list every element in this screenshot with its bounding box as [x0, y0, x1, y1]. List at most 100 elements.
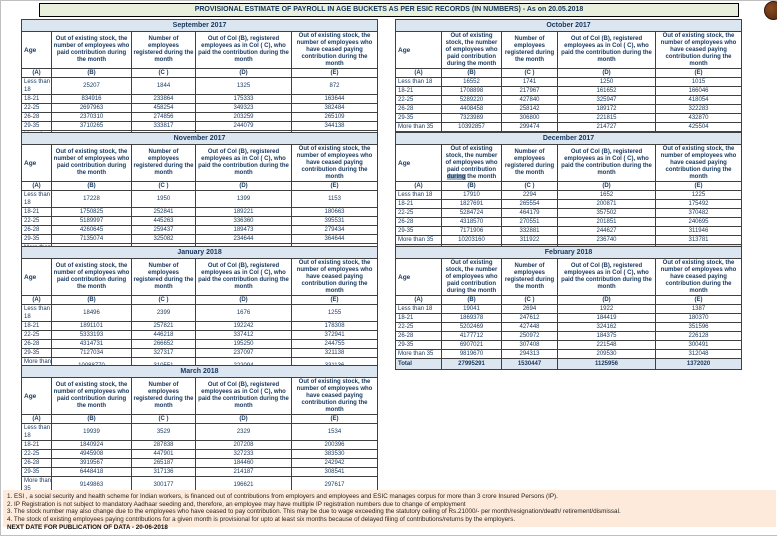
column-letter-row: (A) (B) (C ) (D) (E): [21, 295, 379, 305]
selected-text: during: [446, 173, 466, 180]
age-cell: 22-25: [21, 330, 52, 340]
col-letter: (B): [441, 68, 502, 78]
value-cell: 214187: [195, 467, 292, 477]
col-header-d: Out of Col (B), registered employees as …: [557, 144, 656, 182]
age-cell: 26-28: [21, 225, 52, 235]
value-cell: 161652: [557, 86, 656, 96]
value-cell: 7323989: [441, 113, 502, 123]
table-row: More than 35 10203160 311922 236740 3137…: [395, 235, 743, 245]
value-cell: 175492: [654, 199, 743, 209]
table-row: 18-21 1708898 217967 161652 166046: [395, 86, 743, 96]
col-header-d: Out of Col (B), registered employees as …: [195, 258, 292, 296]
table-row: 26-28 4318570 270551 201851 240695: [395, 217, 743, 227]
col-header-age: Age: [21, 377, 52, 415]
month-table: January 2018 Age Out of existing stock, …: [20, 246, 379, 386]
col-letter: (A): [21, 181, 52, 191]
value-cell: 180663: [290, 207, 379, 217]
age-cell: 22-25: [395, 95, 442, 105]
value-cell: 3919567: [51, 458, 132, 468]
col-header-e: Out of existing stock, the number of emp…: [290, 144, 379, 182]
column-letter-row: (A) (B) (C ) (D) (E): [21, 181, 379, 191]
value-cell: 252841: [131, 207, 196, 217]
value-cell: 308541: [291, 467, 378, 477]
value-cell: 200871: [557, 199, 656, 209]
table-row: 26-28 4314731 266652 195250 244755: [21, 339, 379, 349]
col-letter: (E): [654, 68, 743, 78]
table-month-title: October 2017: [394, 19, 743, 32]
column-header-row: Age Out of existing stock, the number of…: [21, 258, 379, 296]
value-cell: 3710265: [51, 121, 132, 131]
table-row: 18-21 1827691 265554 200871 175492: [395, 199, 743, 209]
col-header-b: Out of existing stock, the number of emp…: [441, 144, 502, 182]
table-row: 29-35 6907021 307408 221548 300491: [395, 340, 743, 350]
value-cell: 427448: [501, 322, 558, 332]
col-header-e: Out of existing stock, the number of emp…: [654, 258, 743, 296]
table-month-title: January 2018: [20, 246, 379, 259]
col-header-c: Number of employees registered during th…: [131, 144, 196, 182]
value-cell: 244079: [195, 121, 292, 131]
col-letter: (A): [395, 68, 442, 78]
value-cell: 247612: [501, 313, 558, 323]
value-cell: 464179: [501, 208, 558, 218]
value-cell: 337412: [195, 330, 292, 340]
col-letter: (E): [654, 295, 743, 305]
age-cell: 18-21: [21, 94, 52, 104]
table-row: 22-25 5289220 427840 325947 418054: [395, 95, 743, 105]
value-cell: 351596: [654, 322, 743, 332]
column-header-row: Age Out of existing stock, the number of…: [21, 144, 379, 182]
value-cell: 17910: [441, 190, 502, 200]
value-cell: 234644: [195, 234, 292, 244]
col-header-b: Out of existing stock, the number of emp…: [441, 31, 502, 69]
value-cell: 4177712: [441, 331, 502, 341]
col-header-e: Out of existing stock, the number of emp…: [290, 258, 379, 296]
table-row: 26-28 4260645 259437 189473 279434: [21, 225, 379, 235]
month-table: December 2017 Age Out of existing stock,…: [394, 132, 743, 256]
page-title: PROVISIONAL ESTIMATE OF PAYROLL IN AGE B…: [39, 3, 739, 17]
value-cell: 4260645: [51, 225, 132, 235]
footnote-3: 3. The stock number may also change due …: [7, 508, 621, 516]
age-cell: 29-35: [395, 113, 442, 123]
value-cell: 163644: [290, 94, 379, 104]
value-cell: 1387: [654, 304, 743, 314]
col-letter: (E): [290, 181, 379, 191]
value-cell: 458254: [131, 103, 196, 113]
value-cell: 17228: [51, 190, 132, 208]
age-cell: Less than 18: [395, 77, 442, 87]
footnote-2: 2. IP Registration is not subject to man…: [7, 500, 466, 508]
table-row: 29-35 7323989 306800 221815 432870: [395, 113, 743, 123]
col-letter: (B): [51, 68, 132, 78]
value-cell: 184419: [557, 313, 656, 323]
value-cell: 1840924: [51, 440, 132, 450]
age-cell: 22-25: [21, 449, 52, 459]
column-letter-row: (A) (B) (C ) (D) (E): [395, 295, 743, 305]
value-cell: 317136: [131, 467, 196, 477]
col-header-d: Out of Col (B), registered employees as …: [557, 31, 656, 69]
age-cell: More than 35: [395, 349, 442, 359]
col-header-b: Out of existing stock, the number of emp…: [51, 258, 132, 296]
column-header-row: Age Out of existing stock, the number of…: [395, 258, 743, 296]
value-cell: 3529: [131, 423, 196, 441]
age-cell: 26-28: [395, 217, 442, 227]
value-cell: 195250: [195, 339, 292, 349]
month-header-row: November 2017: [20, 132, 379, 145]
table-row: 18-21 1891101 257821 192242 178308: [21, 321, 379, 331]
value-cell: 321138: [290, 348, 379, 358]
table-month-title: September 2017: [20, 19, 379, 32]
value-cell: 311922: [501, 235, 558, 245]
table-row: Less than 18 17228 1950 1399 1153: [21, 190, 379, 208]
col-header-age: Age: [395, 31, 442, 69]
total-value: 1530447: [501, 358, 558, 370]
value-cell: 1652: [557, 190, 656, 200]
value-cell: 336360: [195, 216, 292, 226]
column-header-row: Age Out of existing stock, the number of…: [395, 144, 743, 182]
age-cell: 29-35: [21, 121, 52, 131]
value-cell: 192242: [195, 321, 292, 331]
col-letter: (E): [291, 414, 378, 424]
age-cell: 18-21: [395, 313, 442, 323]
age-cell: More than 35: [395, 122, 442, 132]
total-label: Total: [395, 358, 442, 370]
age-cell: 18-21: [395, 199, 442, 209]
col-header-c: Number of employees registered during th…: [131, 31, 196, 69]
col-header-c: Number of employees registered during th…: [131, 377, 196, 415]
value-cell: 5202469: [441, 322, 502, 332]
